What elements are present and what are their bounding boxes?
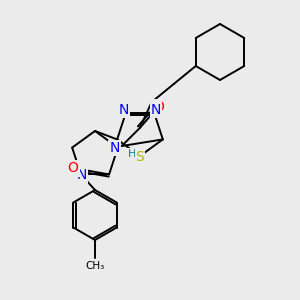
Text: N: N (151, 103, 161, 117)
Text: N: N (77, 168, 87, 182)
Text: H: H (128, 149, 136, 159)
Text: O: O (153, 100, 164, 114)
Text: N: N (110, 141, 120, 155)
Text: S: S (136, 150, 144, 164)
Text: CH₃: CH₃ (85, 261, 105, 271)
Text: O: O (68, 161, 79, 176)
Text: N: N (119, 103, 129, 117)
